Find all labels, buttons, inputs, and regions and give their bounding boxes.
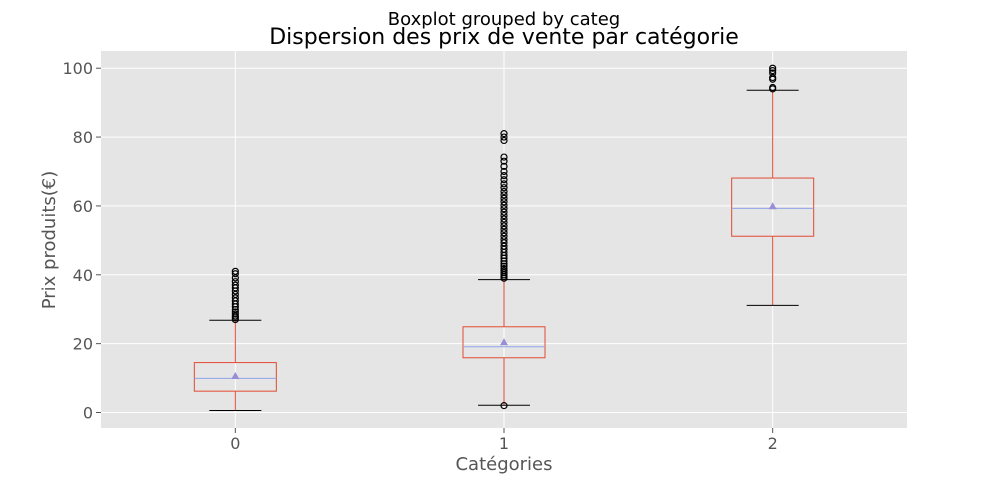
outlier-point — [231, 267, 239, 275]
x-tick-label: 2 — [768, 434, 778, 453]
mean-marker — [500, 338, 508, 346]
y-tick-label: 60 — [73, 197, 93, 216]
outlier-point — [231, 270, 239, 278]
outlier-point — [500, 136, 508, 145]
outlier-point — [500, 222, 508, 230]
outlier-point — [500, 229, 508, 237]
outlier-point — [231, 310, 239, 318]
outlier-point — [231, 278, 239, 286]
outlier-point — [500, 187, 508, 196]
outlier-point — [500, 225, 508, 233]
outlier-point — [500, 236, 508, 244]
box-iqr — [193, 362, 277, 392]
box-group-2 — [731, 64, 815, 306]
box-group-0 — [193, 267, 277, 411]
mean-marker — [231, 372, 240, 380]
box-group-1 — [462, 130, 546, 410]
y-tick-label: 40 — [73, 266, 93, 285]
y-axis-label: Prix produits(€) — [39, 171, 60, 310]
outlier-point — [500, 133, 508, 141]
outlier-point — [500, 215, 508, 223]
outlier-point — [769, 64, 777, 72]
outlier-point — [500, 211, 508, 220]
outlier-point — [500, 198, 508, 206]
outlier-point — [500, 262, 508, 270]
chart-suptitle: Boxplot grouped by categ — [388, 9, 620, 30]
outlier-point — [231, 308, 239, 316]
box-layer — [193, 64, 815, 411]
outlier-point — [231, 294, 239, 302]
outlier-point — [500, 232, 508, 240]
outlier-point — [769, 83, 777, 92]
outlier-point — [500, 205, 508, 213]
outlier-point — [500, 267, 508, 275]
outlier-point — [500, 172, 508, 180]
outlier-point — [500, 208, 508, 216]
outlier-point — [500, 157, 508, 165]
x-tick-label: 0 — [230, 434, 240, 453]
outlier-point — [500, 153, 508, 161]
outlier-point — [500, 218, 508, 227]
outlier-point — [500, 180, 508, 188]
outlier-point — [500, 201, 508, 209]
outlier-point — [500, 194, 508, 202]
outlier-point — [500, 191, 508, 199]
outlier-point — [500, 162, 508, 170]
mean-marker — [768, 202, 777, 210]
y-tick-label: 0 — [83, 404, 93, 423]
box-iqr — [462, 326, 546, 359]
y-tick-label: 20 — [73, 335, 93, 354]
outlier-point — [500, 176, 508, 184]
outlier-point — [769, 69, 777, 77]
outlier-point — [769, 67, 777, 75]
outlier-point — [769, 73, 777, 82]
x-axis-label: Catégories — [455, 454, 552, 475]
x-tick-label: 1 — [499, 434, 509, 453]
tick-layer: 0 20 40 60 80 100 0 1 2 — [62, 59, 777, 453]
outlier-point — [500, 184, 508, 192]
outlier-point — [231, 281, 239, 289]
outlier-point — [500, 130, 508, 138]
box-iqr — [731, 177, 815, 237]
y-tick-label: 80 — [73, 128, 93, 147]
y-tick-label: 100 — [62, 59, 93, 78]
outlier-point — [500, 264, 508, 273]
outlier-point — [500, 402, 508, 410]
chart-title: Dispersion des prix de vente par catégor… — [269, 25, 739, 50]
outlier-point — [500, 167, 508, 176]
